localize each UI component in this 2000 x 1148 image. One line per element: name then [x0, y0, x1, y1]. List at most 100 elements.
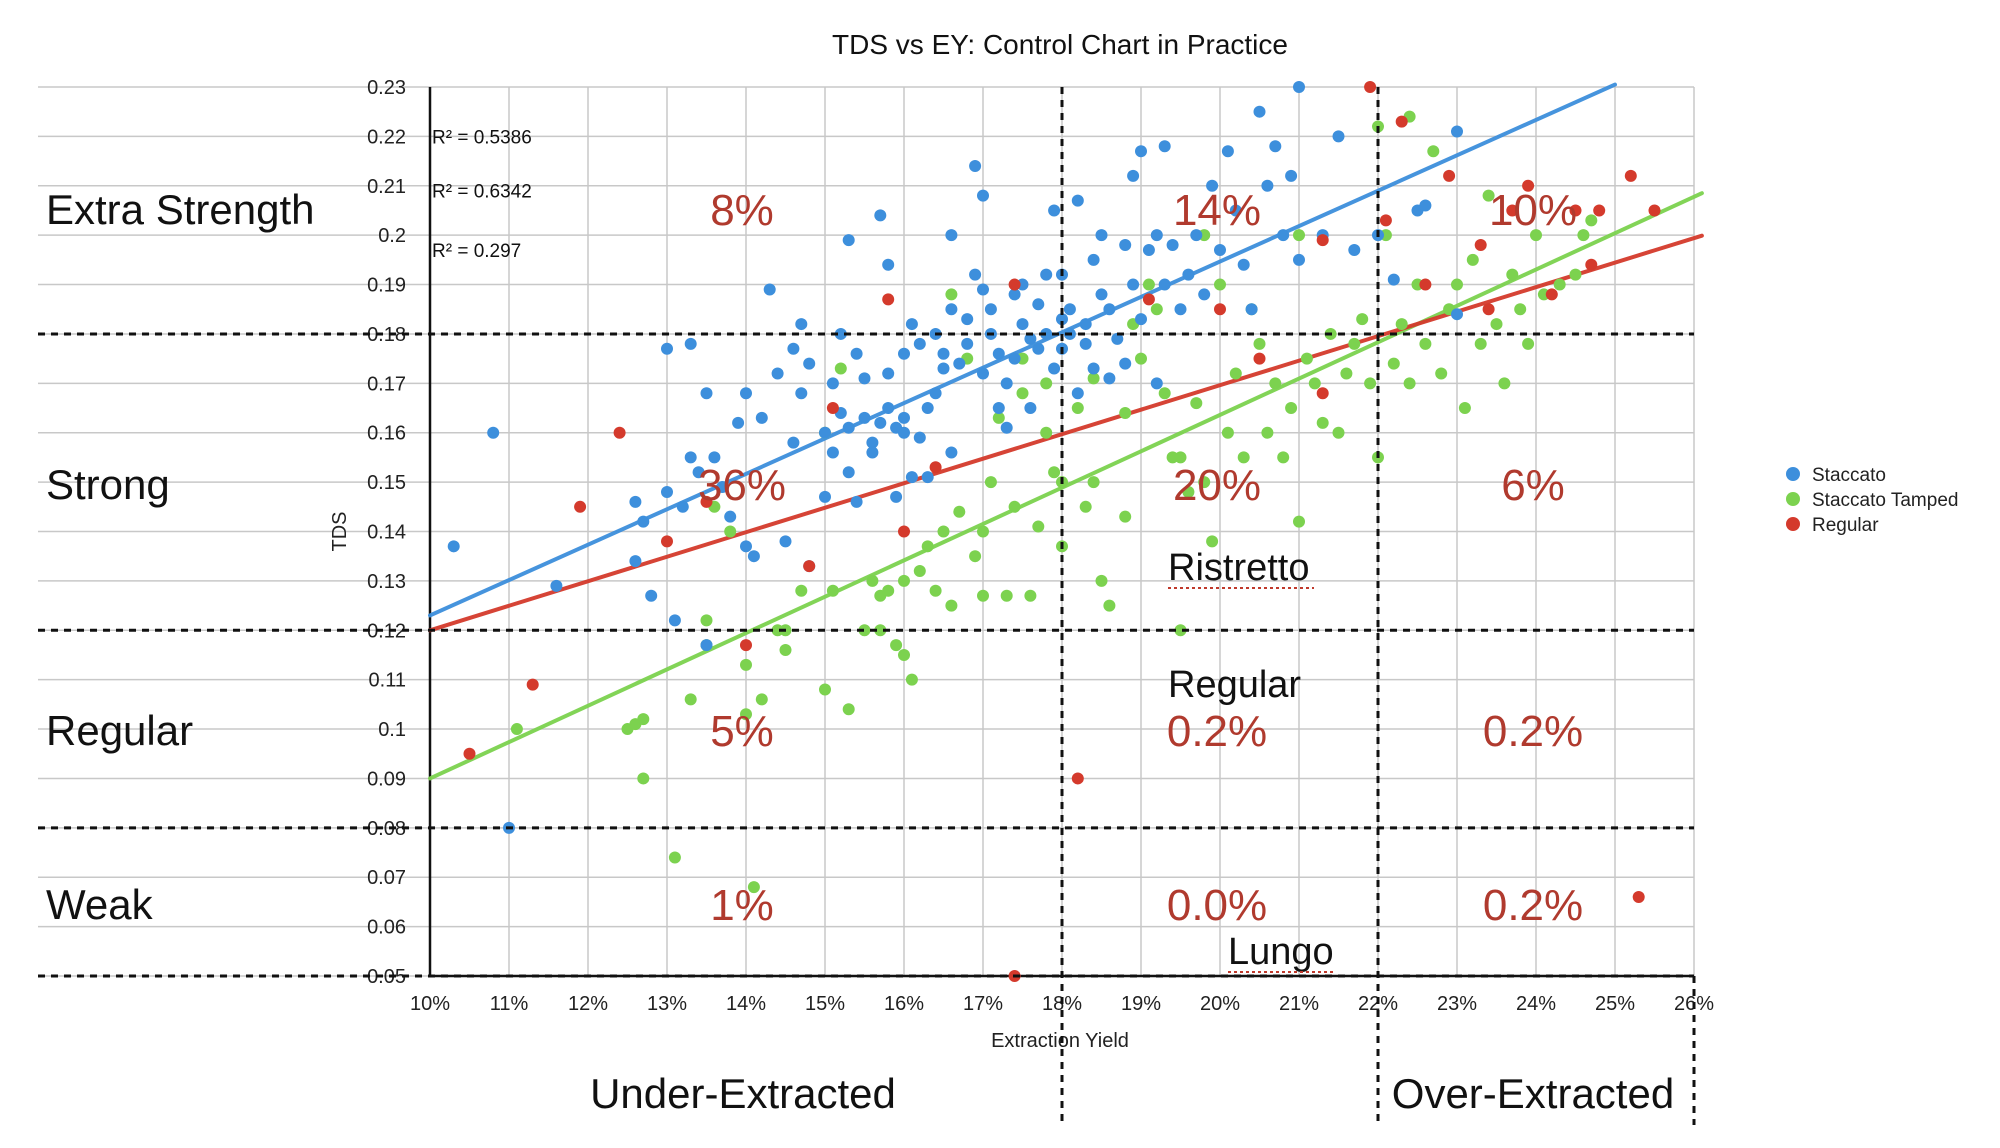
- point-staccato: [921, 402, 934, 415]
- point-staccato: [842, 234, 855, 247]
- point-staccato: [661, 342, 673, 355]
- point-staccato-tamped: [1040, 377, 1053, 390]
- point-staccato-tamped: [1458, 402, 1471, 415]
- point-staccato: [1293, 81, 1305, 93]
- point-staccato: [1119, 239, 1132, 252]
- legend-entry: Staccato: [1812, 465, 1886, 486]
- point-regular: [1316, 234, 1329, 247]
- point-staccato: [890, 490, 903, 503]
- point-staccato-tamped: [1364, 377, 1377, 390]
- lungo-label: Lungo: [1228, 931, 1334, 973]
- point-staccato-tamped: [637, 772, 650, 785]
- point-regular: [1443, 169, 1456, 182]
- point-staccato: [977, 283, 989, 296]
- point-staccato: [1008, 352, 1021, 365]
- band-percentage: 0.2%: [1483, 881, 1583, 930]
- point-staccato: [969, 268, 982, 281]
- point-regular: [613, 426, 626, 439]
- point-staccato-tamped: [1040, 426, 1053, 439]
- point-staccato-tamped: [1474, 337, 1487, 350]
- point-staccato-tamped: [1087, 372, 1100, 385]
- point-staccato-tamped: [1577, 229, 1590, 242]
- point-staccato-tamped: [890, 639, 903, 652]
- point-regular: [1569, 204, 1582, 217]
- point-regular: [463, 747, 476, 760]
- point-staccato: [969, 160, 982, 173]
- point-staccato-tamped: [977, 589, 989, 602]
- point-staccato: [1079, 318, 1092, 331]
- point-staccato: [1095, 229, 1108, 242]
- x-tick-label: 10%: [410, 993, 450, 1015]
- point-staccato-tamped: [1395, 318, 1408, 331]
- r-squared-label: R² = 0.6342: [432, 182, 532, 203]
- y-tick-label: 0.19: [367, 275, 406, 297]
- point-staccato: [1135, 313, 1147, 326]
- point-staccato-tamped: [1079, 500, 1092, 513]
- point-staccato: [992, 402, 1005, 415]
- band-percentage: 0.2%: [1167, 707, 1267, 756]
- point-staccato-tamped: [1522, 337, 1535, 350]
- point-staccato: [1166, 239, 1179, 252]
- point-staccato-tamped: [1221, 426, 1234, 439]
- point-staccato-tamped: [1403, 377, 1416, 390]
- point-staccato: [692, 466, 705, 479]
- point-staccato: [945, 229, 958, 242]
- point-staccato: [1214, 243, 1226, 256]
- point-staccato: [732, 416, 745, 429]
- point-staccato-tamped: [1071, 402, 1084, 415]
- point-staccato-tamped: [1269, 377, 1282, 390]
- point-staccato: [803, 357, 816, 370]
- y-tick-label: 0.12: [367, 620, 406, 642]
- y-tick-label: 0.05: [367, 966, 406, 988]
- point-staccato: [1198, 288, 1211, 301]
- point-staccato-tamped: [969, 550, 982, 563]
- point-staccato: [937, 362, 950, 375]
- point-staccato-tamped: [858, 624, 871, 637]
- r-squared-label: R² = 0.297: [432, 241, 521, 262]
- point-regular: [1316, 387, 1329, 400]
- point-regular: [1522, 179, 1535, 192]
- legend-marker: [1786, 492, 1800, 506]
- point-staccato: [905, 318, 918, 331]
- y-axis-label: TDS: [329, 512, 351, 552]
- point-staccato: [945, 446, 958, 459]
- point-staccato: [716, 481, 729, 494]
- point-staccato-tamped: [740, 658, 752, 671]
- point-staccato-tamped: [1174, 451, 1187, 464]
- point-staccato: [1024, 332, 1037, 345]
- point-staccato-tamped: [779, 644, 792, 657]
- point-staccato: [771, 367, 784, 380]
- point-staccato: [898, 411, 910, 424]
- point-staccato: [984, 303, 997, 316]
- point-staccato: [913, 337, 926, 350]
- point-staccato: [684, 337, 697, 350]
- point-staccato: [1103, 372, 1116, 385]
- point-staccato-tamped: [1150, 303, 1163, 316]
- point-staccato-tamped: [1553, 278, 1566, 291]
- point-staccato-tamped: [1206, 535, 1219, 548]
- point-staccato: [977, 189, 989, 202]
- point-staccato-tamped: [1419, 337, 1432, 350]
- point-regular: [882, 293, 895, 306]
- point-staccato: [1451, 308, 1463, 321]
- point-staccato-tamped: [874, 624, 887, 637]
- x-tick-label: 11%: [490, 993, 529, 1015]
- point-staccato-tamped: [747, 881, 760, 894]
- point-staccato-tamped: [1135, 352, 1147, 365]
- point-staccato-tamped: [1229, 367, 1242, 380]
- point-staccato: [882, 367, 895, 380]
- point-regular: [1648, 204, 1661, 217]
- point-staccato-tamped: [1316, 416, 1329, 429]
- point-staccato: [1024, 402, 1037, 415]
- y-tick-label: 0.06: [367, 917, 406, 939]
- point-staccato: [1087, 253, 1100, 266]
- point-staccato: [1135, 145, 1147, 158]
- point-staccato: [1071, 387, 1084, 400]
- point-staccato: [1048, 204, 1061, 217]
- point-staccato: [700, 387, 713, 400]
- y-tick-label: 0.23: [367, 77, 406, 99]
- point-staccato: [1127, 278, 1140, 291]
- y-tick-label: 0.18: [367, 324, 406, 346]
- x-tick-label: 24%: [1516, 993, 1556, 1015]
- point-staccato-tamped: [1261, 426, 1274, 439]
